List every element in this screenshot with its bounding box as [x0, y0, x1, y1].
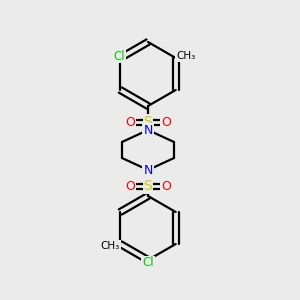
- Text: O: O: [161, 179, 171, 193]
- Text: N: N: [143, 124, 153, 136]
- Text: N: N: [143, 164, 153, 176]
- Text: O: O: [125, 116, 135, 128]
- Text: CH₃: CH₃: [101, 241, 120, 251]
- Text: Cl: Cl: [142, 256, 154, 269]
- Text: O: O: [125, 179, 135, 193]
- Text: CH₃: CH₃: [176, 51, 195, 61]
- Text: Cl: Cl: [113, 50, 125, 62]
- Text: S: S: [144, 179, 152, 193]
- Text: S: S: [144, 115, 152, 129]
- Text: O: O: [161, 116, 171, 128]
